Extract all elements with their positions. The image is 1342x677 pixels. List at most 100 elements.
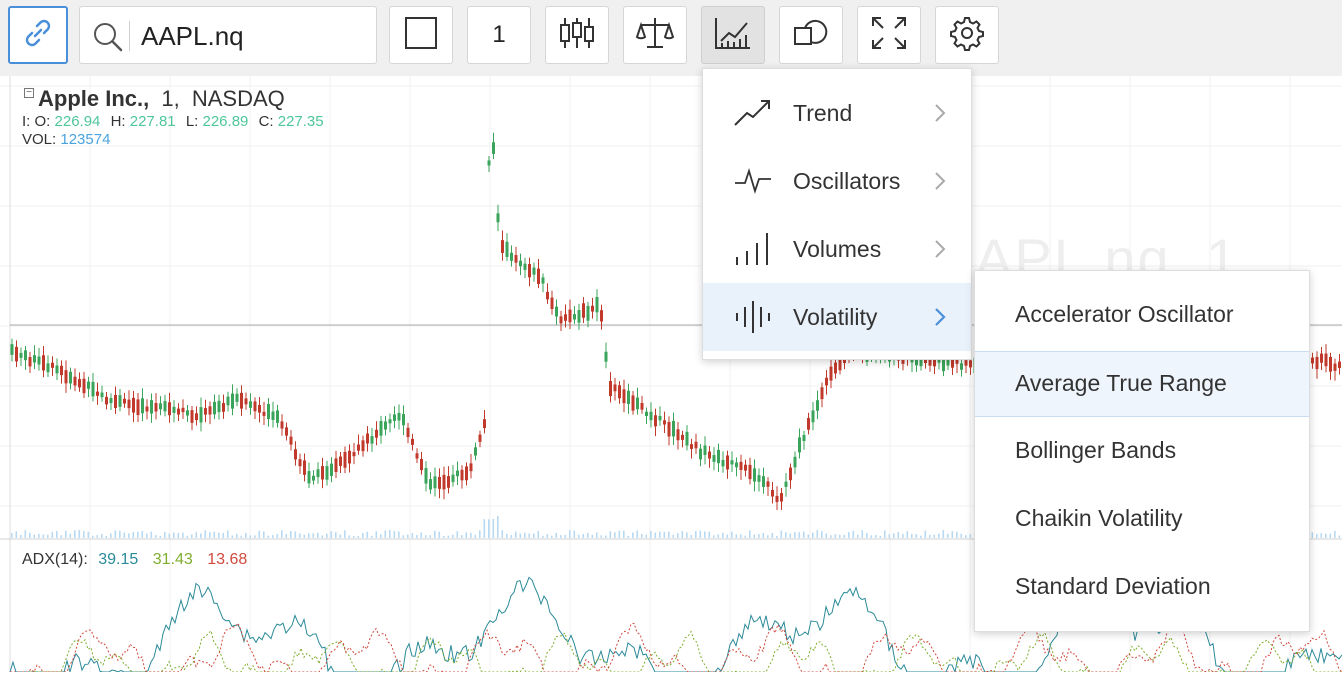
candle-body <box>447 476 450 488</box>
link-icon <box>21 16 55 55</box>
volume-bar <box>884 530 886 538</box>
candle-body <box>681 434 684 440</box>
volume-bar <box>56 530 58 538</box>
candle-body <box>46 363 50 373</box>
volume-bar <box>587 532 589 538</box>
candle-body <box>690 444 693 449</box>
candle-body <box>217 400 221 413</box>
volume-bar <box>344 530 346 538</box>
candle-body <box>289 436 293 445</box>
settings-button[interactable] <box>935 6 999 64</box>
candle-body <box>703 445 707 455</box>
volume-bar <box>479 530 481 538</box>
volume-bar <box>735 534 738 538</box>
symbol-search[interactable]: AAPL.nq <box>79 6 377 64</box>
settings-icon <box>949 15 985 56</box>
instrument-name: Apple Inc., <box>38 86 150 111</box>
compare-button[interactable] <box>623 6 687 64</box>
volume-bar <box>524 532 526 538</box>
submenu-item-accelerator-oscillator[interactable]: Accelerator Oscillator <box>975 283 1309 349</box>
volume-bar <box>924 530 927 538</box>
candle-body <box>960 363 963 370</box>
volume-bar <box>560 535 562 538</box>
volume-bar <box>186 535 189 538</box>
candle-body <box>352 452 356 457</box>
volume-bar <box>384 530 387 538</box>
search-divider <box>129 21 130 51</box>
link-button[interactable] <box>8 6 68 64</box>
indicators-icon <box>713 15 753 56</box>
volume-bar <box>956 531 958 538</box>
volume-bar <box>564 534 567 538</box>
candle-body <box>294 449 297 460</box>
collapse-legend-button[interactable]: − <box>24 88 34 98</box>
volume-bar <box>920 535 922 538</box>
menu-item-volumes[interactable]: Volumes <box>703 215 971 283</box>
candle-body <box>798 437 801 453</box>
volume-bar <box>123 532 126 538</box>
shapes-button[interactable] <box>779 6 843 64</box>
candle-body <box>339 456 342 466</box>
volume-bar <box>339 534 342 538</box>
price-legend: Apple Inc., 1, NASDAQ I: O: 226.94 H: 22… <box>22 86 324 148</box>
submenu-item-bollinger-bands[interactable]: Bollinger Bands <box>975 419 1309 485</box>
volume-bar <box>285 534 288 538</box>
candle-body <box>802 434 806 441</box>
submenu-item-label: Chaikin Volatility <box>1015 505 1183 531</box>
candle-body <box>55 365 59 374</box>
candle-body <box>1311 357 1314 364</box>
candle-body <box>262 411 266 416</box>
candle-body <box>154 403 158 412</box>
close-label: C: <box>258 113 274 130</box>
candle-body <box>393 414 396 421</box>
volume-bar <box>335 532 337 538</box>
volume-bar <box>866 533 868 538</box>
submenu-item-chaikin-volatility[interactable]: Chaikin Volatility <box>975 487 1309 553</box>
candle-body <box>600 310 603 322</box>
volume-bar <box>78 530 81 538</box>
candle-body <box>627 390 630 404</box>
volume-bar <box>366 531 369 538</box>
candle-body <box>24 350 27 361</box>
volume-bar <box>519 533 522 538</box>
volume-bar <box>618 530 621 538</box>
volume-bar <box>105 535 108 538</box>
volume-bar <box>591 534 594 538</box>
fullscreen-button[interactable] <box>857 6 921 64</box>
volume-bar <box>371 535 373 538</box>
candle-body <box>825 377 828 386</box>
chart-type-button[interactable] <box>389 6 453 64</box>
volume-bar <box>128 533 130 538</box>
open-label: I: O: <box>22 113 51 130</box>
symbol-input[interactable]: AAPL.nq <box>141 21 244 51</box>
volume-bar <box>1338 535 1341 538</box>
candle-body <box>222 403 225 412</box>
submenu-item-standard-deviation[interactable]: Standard Deviation <box>975 555 1309 621</box>
volume-bar <box>276 534 279 538</box>
submenu-item-average-true-range[interactable]: Average True Range <box>975 351 1309 417</box>
menu-item-trend[interactable]: Trend <box>703 79 971 147</box>
volume-bar <box>902 533 904 538</box>
volume-bar <box>897 531 900 538</box>
menu-item-volatility[interactable]: Volatility <box>703 283 971 351</box>
indicators-button[interactable] <box>701 6 765 64</box>
candle-body <box>717 449 720 464</box>
volume-bar <box>263 531 265 538</box>
candle-body <box>303 460 306 475</box>
candle-body <box>775 495 779 503</box>
candle-body <box>505 241 509 257</box>
candle-body <box>433 476 437 489</box>
volume-bar <box>411 533 414 538</box>
volume-bar <box>555 532 558 538</box>
volume-bar <box>497 515 499 538</box>
interval-button[interactable]: 1 <box>467 6 531 64</box>
ohlc-row: I: O: 226.94 H: 227.81 L: 226.89 C: 227.… <box>22 113 324 130</box>
menu-item-oscillators[interactable]: Oscillators <box>703 147 971 215</box>
volume-bar <box>816 530 819 538</box>
volume-bar <box>173 532 175 538</box>
volume-bar <box>317 532 319 538</box>
candles-button[interactable] <box>545 6 609 64</box>
candle-body <box>919 356 923 367</box>
volume-bar <box>533 533 535 538</box>
candle-body <box>739 461 743 470</box>
